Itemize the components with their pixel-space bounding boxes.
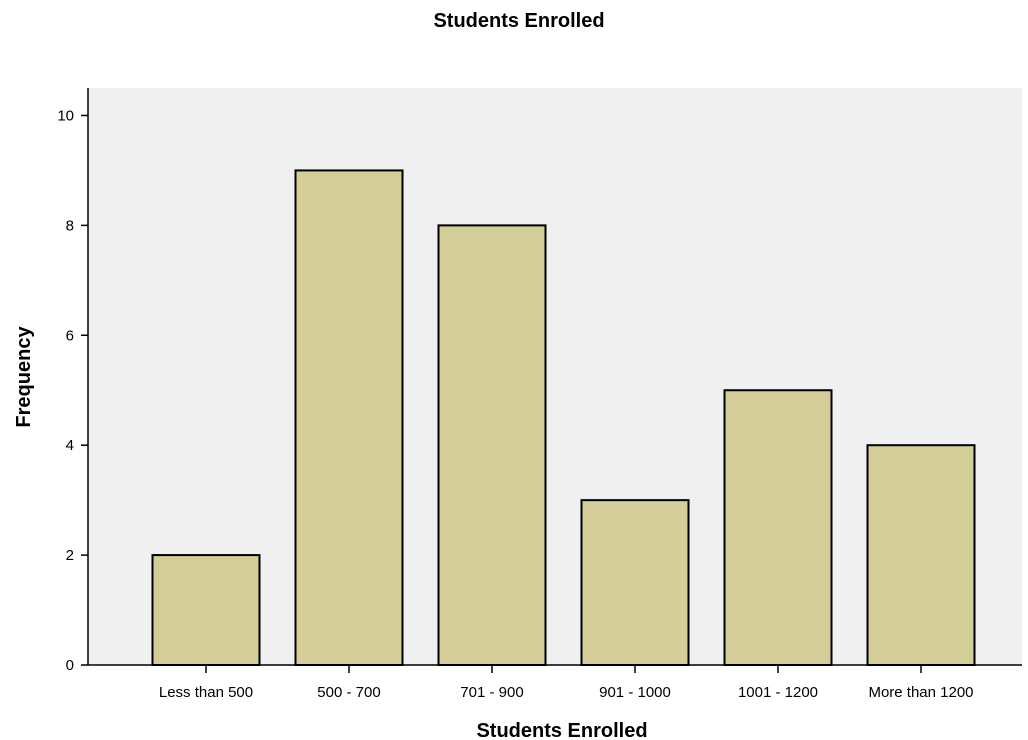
y-tick-label: 2 [66,547,74,564]
y-tick-label: 4 [66,437,74,454]
x-tick-label: More than 1200 [868,684,973,701]
x-tick-label: 901 - 1000 [599,684,671,701]
y-tick-label: 10 [57,107,74,124]
y-ticks-layer: 0 2 4 6 8 10 [57,107,88,674]
y-tick-label: 0 [66,657,74,674]
x-tick-label: Less than 500 [159,684,253,701]
bar [294,169,404,667]
bar [437,224,547,666]
y-axis-title: Frequency [13,326,35,428]
x-ticks-layer: Less than 500 500 - 700 701 - 900 901 - 100… [159,665,974,701]
chart-title: Students Enrolled [433,10,604,32]
x-tick-label: 701 - 900 [460,684,523,701]
bar [580,499,690,666]
y-tick-label: 8 [66,217,74,234]
bar [723,389,833,666]
bar [151,554,261,666]
x-tick-label: 500 - 700 [317,684,380,701]
bars-layer [151,169,976,667]
bar [866,444,976,667]
x-axis-title: Students Enrolled [476,720,647,740]
x-tick-label: 1001 - 1200 [738,684,818,701]
y-tick-label: 6 [66,327,74,344]
